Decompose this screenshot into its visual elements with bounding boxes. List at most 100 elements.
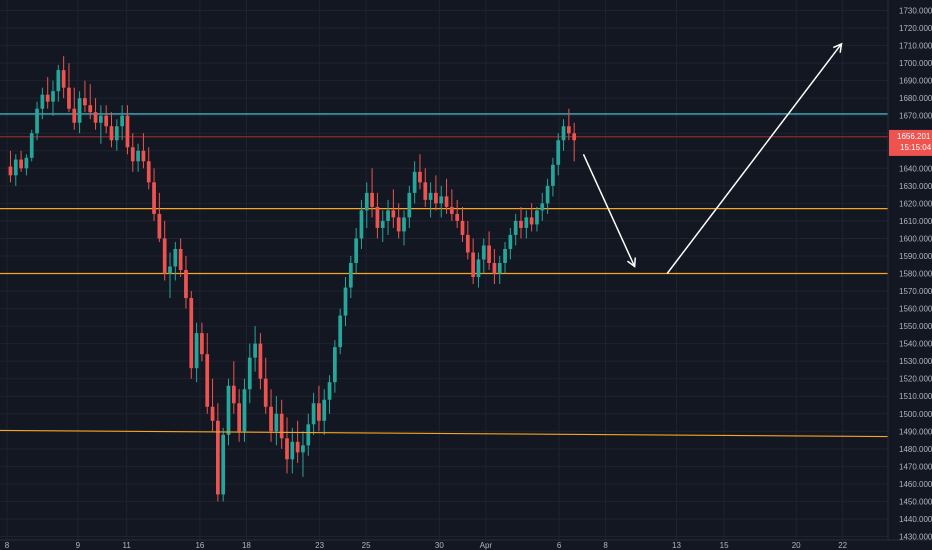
price-tick-label: 1570.000 bbox=[899, 287, 932, 296]
candle-body bbox=[465, 234, 470, 253]
candle-body bbox=[529, 217, 534, 225]
time-tick-label: 6 bbox=[557, 541, 562, 550]
candle-body bbox=[29, 133, 34, 158]
price-tick-label: 1490.000 bbox=[899, 427, 932, 436]
candle-body bbox=[162, 238, 167, 274]
price-tick-label: 1500.000 bbox=[899, 410, 932, 419]
candle-body bbox=[492, 262, 497, 274]
candle-body bbox=[311, 403, 316, 425]
trendlines bbox=[0, 429, 889, 438]
price-tick-label: 1430.000 bbox=[899, 532, 932, 541]
price-tick-label: 1730.000 bbox=[899, 7, 932, 16]
time-tick-label: Apr bbox=[480, 541, 493, 550]
candle-body bbox=[247, 357, 252, 390]
candle-body bbox=[263, 378, 268, 407]
candle-body bbox=[455, 213, 460, 221]
candle-body bbox=[45, 94, 50, 102]
candle-body bbox=[295, 441, 300, 453]
candle-body bbox=[513, 220, 518, 235]
projection-arrow-head bbox=[626, 257, 637, 268]
time-tick-label: 11 bbox=[123, 541, 132, 550]
time-tick-label: 25 bbox=[362, 541, 371, 550]
price-tick-label: 1620.000 bbox=[899, 199, 932, 208]
candle-body bbox=[364, 192, 369, 211]
time-axis-panel[interactable] bbox=[0, 540, 932, 550]
price-tick-label: 1470.000 bbox=[899, 462, 932, 471]
time-tick-label: 18 bbox=[242, 541, 251, 550]
trendline bbox=[0, 429, 889, 438]
price-tick-label: 1580.000 bbox=[899, 270, 932, 279]
time-tick-label: 8 bbox=[603, 541, 608, 550]
candle-body bbox=[19, 159, 23, 169]
candle-body bbox=[67, 87, 71, 109]
time-tick-label: 20 bbox=[792, 541, 801, 550]
candle-body bbox=[253, 343, 257, 358]
price-tick-label: 1520.000 bbox=[899, 375, 932, 384]
candle-body bbox=[290, 441, 295, 460]
candle-body bbox=[450, 206, 454, 214]
candle-body bbox=[77, 98, 82, 123]
candle-body bbox=[338, 315, 343, 348]
price-tick-label: 1560.000 bbox=[899, 305, 932, 314]
candle-body bbox=[184, 270, 188, 299]
candle-body bbox=[434, 192, 438, 204]
projection-arrow-shaft bbox=[582, 153, 636, 267]
price-tick-label: 1450.000 bbox=[899, 497, 932, 506]
price-tick-label: 1540.000 bbox=[899, 340, 932, 349]
candle-body bbox=[104, 115, 109, 127]
projection-arrow-head bbox=[832, 42, 843, 53]
price-tick-label: 1530.000 bbox=[899, 357, 932, 366]
candle-body bbox=[72, 108, 77, 123]
candle-body bbox=[285, 438, 289, 460]
candle-body bbox=[178, 248, 183, 270]
candle-body bbox=[535, 210, 539, 225]
price-tick-label: 1720.000 bbox=[899, 24, 932, 33]
candle-body bbox=[333, 347, 337, 383]
candle-body bbox=[274, 413, 279, 432]
candle-body bbox=[306, 424, 311, 446]
candle-body bbox=[8, 166, 13, 176]
price-axis-panel[interactable] bbox=[888, 0, 932, 540]
price-tick-label: 1670.000 bbox=[899, 112, 932, 121]
projection-arrows bbox=[582, 42, 843, 274]
candle-body bbox=[476, 259, 481, 278]
candle-body bbox=[221, 434, 226, 495]
candle-body bbox=[508, 234, 513, 249]
candle-body bbox=[317, 403, 321, 421]
candle-body bbox=[125, 115, 130, 148]
candle-body bbox=[370, 192, 374, 207]
candle-body bbox=[556, 140, 561, 165]
candle-body bbox=[391, 210, 396, 218]
candle-body bbox=[24, 157, 29, 169]
candle-body bbox=[258, 343, 263, 379]
candle-body bbox=[51, 91, 55, 102]
candle-body bbox=[322, 399, 327, 421]
price-tick-label: 1700.000 bbox=[899, 59, 932, 68]
candle-body bbox=[99, 115, 103, 123]
candle-body bbox=[428, 192, 433, 200]
candle-body bbox=[13, 159, 18, 176]
candle-body bbox=[146, 161, 151, 183]
candle-body bbox=[141, 150, 146, 162]
price-tick-label: 1600.000 bbox=[899, 234, 932, 243]
grid-lines bbox=[0, 0, 888, 540]
candle-body bbox=[226, 385, 231, 435]
price-tick-label: 1590.000 bbox=[899, 252, 932, 261]
candle-body bbox=[120, 115, 125, 127]
price-tick-label: 1440.000 bbox=[899, 515, 932, 524]
current-price-badge-bg bbox=[889, 129, 932, 156]
candle-body bbox=[561, 126, 566, 141]
price-tick-label: 1460.000 bbox=[899, 480, 932, 489]
candle-body bbox=[40, 94, 45, 109]
candle-body bbox=[412, 171, 417, 193]
candle-body bbox=[519, 220, 523, 228]
candle-body bbox=[566, 126, 571, 134]
candle-body bbox=[460, 220, 465, 235]
price-tick-label: 1480.000 bbox=[899, 445, 932, 454]
candle-body bbox=[487, 245, 491, 263]
candle-body bbox=[380, 220, 385, 228]
time-tick-label: 13 bbox=[672, 541, 681, 550]
candle-body bbox=[540, 203, 545, 211]
